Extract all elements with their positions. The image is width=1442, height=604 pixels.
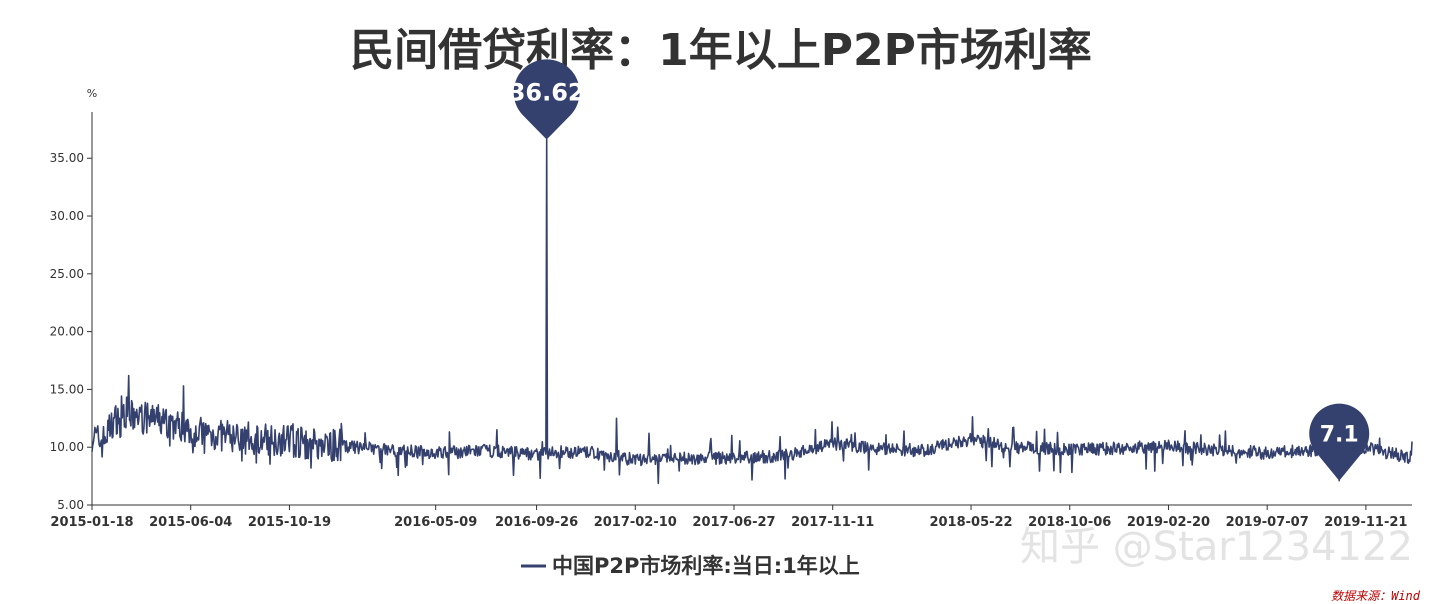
annotation-layer: 36.62 7.1 — [509, 59, 1370, 481]
min-value-pin: 7.1 — [1309, 403, 1370, 481]
pin-label: 36.62 — [509, 79, 585, 107]
x-tick-label: 2015-10-19 — [248, 515, 331, 530]
x-tick-label: 2019-02-20 — [1127, 515, 1210, 530]
chart-title: 民间借贷利率：1年以上P2P市场利率 — [350, 25, 1092, 76]
y-axis: 5.00 10.00 15.00 20.00 25.00 30.00 35.00 — [50, 112, 93, 512]
x-tick-label: 2017-06-27 — [692, 515, 775, 530]
y-tick-label: 35.00 — [50, 151, 84, 165]
x-tick-label: 2018-10-06 — [1028, 515, 1111, 530]
x-tick-label: 2019-11-21 — [1324, 515, 1407, 530]
data-source: 数据来源：Wind — [1331, 589, 1421, 603]
x-axis: 2015-01-18 2015-06-04 2015-10-19 2016-05-09… — [50, 504, 1412, 530]
legend[interactable]: 中国P2P市场利率:当日:1年以上 — [521, 554, 860, 578]
x-tick-label: 2019-07-07 — [1226, 515, 1309, 530]
series-line — [91, 138, 1413, 485]
y-tick-label: 30.00 — [50, 209, 84, 223]
x-tick-label: 2016-09-26 — [495, 515, 578, 530]
x-tick-label: 2015-06-04 — [149, 515, 232, 530]
y-tick-label: 5.00 — [57, 498, 84, 512]
x-tick-label: 2016-05-09 — [394, 515, 477, 530]
watermark: 知乎 @Star1234122 — [1020, 524, 1413, 570]
series-layer — [91, 138, 1413, 485]
y-tick-label: 15.00 — [50, 382, 84, 396]
y-tick-label: 25.00 — [50, 267, 84, 281]
y-tick-label: 10.00 — [50, 440, 84, 454]
x-tick-label: 2018-05-22 — [929, 515, 1012, 530]
max-value-pin: 36.62 — [509, 59, 585, 140]
x-tick-label: 2015-01-18 — [50, 515, 133, 530]
pin-label: 7.1 — [1320, 423, 1359, 448]
legend-label: 中国P2P市场利率:当日:1年以上 — [552, 554, 860, 578]
y-tick-label: 20.00 — [50, 325, 84, 339]
pin-shape — [513, 59, 580, 140]
x-tick-label: 2017-02-10 — [594, 515, 677, 530]
x-tick-label: 2017-11-11 — [791, 515, 874, 530]
pin-shape — [1309, 403, 1370, 481]
y-axis-unit: % — [87, 87, 97, 100]
